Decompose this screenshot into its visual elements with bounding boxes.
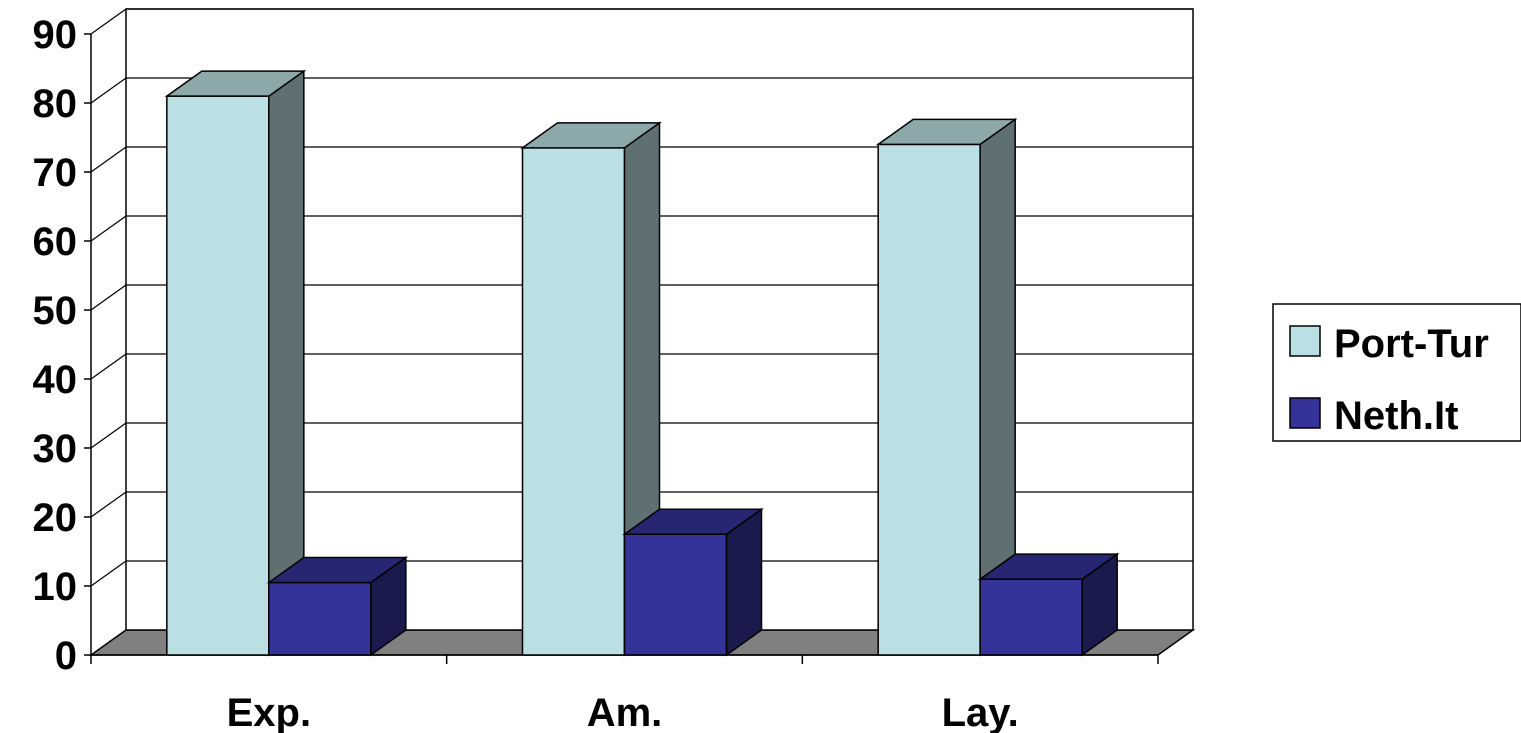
bar-front [623, 533, 728, 656]
y-tick-label: 50 [33, 289, 78, 333]
legend-swatch-port-tur [1289, 325, 1321, 357]
y-tick-label: 80 [33, 82, 78, 126]
y-tick-labels: 0 10 20 30 40 50 60 70 80 90 [33, 13, 78, 678]
y-tick-label: 60 [33, 220, 78, 264]
y-tick-label: 0 [55, 634, 77, 678]
bar-neth-it-am [622, 507, 764, 657]
gridline-side [90, 560, 127, 587]
bar-front [521, 147, 626, 656]
x-tick-label: Exp. [227, 691, 311, 733]
gridline-side [90, 284, 127, 311]
y-tick-label: 70 [33, 151, 78, 195]
bar-top [622, 508, 764, 535]
bar-port-tur-lay [875, 117, 1018, 657]
bar-neth-it-exp [266, 556, 409, 657]
legend-label-neth-it: Neth.It [1334, 394, 1458, 438]
gridline-side [90, 8, 127, 35]
y-tick-label: 90 [33, 13, 78, 57]
bar-front [877, 143, 981, 656]
y-tick-label: 30 [33, 427, 78, 471]
bar-top [977, 553, 1120, 580]
bar-top [266, 556, 409, 584]
legend-label-port-tur: Port-Tur [1334, 322, 1489, 366]
bars [164, 69, 1120, 657]
gridline-side [90, 491, 127, 518]
bar-top [875, 118, 1018, 146]
gridline-side [90, 146, 127, 173]
gridline-side [90, 77, 127, 104]
bar-front [268, 581, 372, 656]
y-tick-label: 20 [33, 496, 78, 540]
legend: Port-Tur Neth.It [1272, 303, 1521, 442]
x-tick-label: Lay. [942, 691, 1019, 733]
bar-top [164, 70, 307, 97]
y-tick-label: 10 [33, 565, 78, 609]
bar-port-tur-exp [164, 69, 307, 657]
x-tick-label: Am. [587, 691, 663, 733]
bar-front [166, 95, 270, 656]
legend-swatch-neth-it [1289, 397, 1321, 429]
x-tick-labels: Exp. Am. Lay. [227, 691, 1019, 733]
bar-top [520, 122, 662, 149]
gridline-side [90, 422, 127, 449]
y-tick-label: 40 [33, 358, 78, 402]
gridline-side [90, 215, 127, 242]
bar-neth-it-lay [977, 552, 1120, 657]
bar-front [979, 578, 1083, 656]
gridline-side [90, 353, 127, 380]
